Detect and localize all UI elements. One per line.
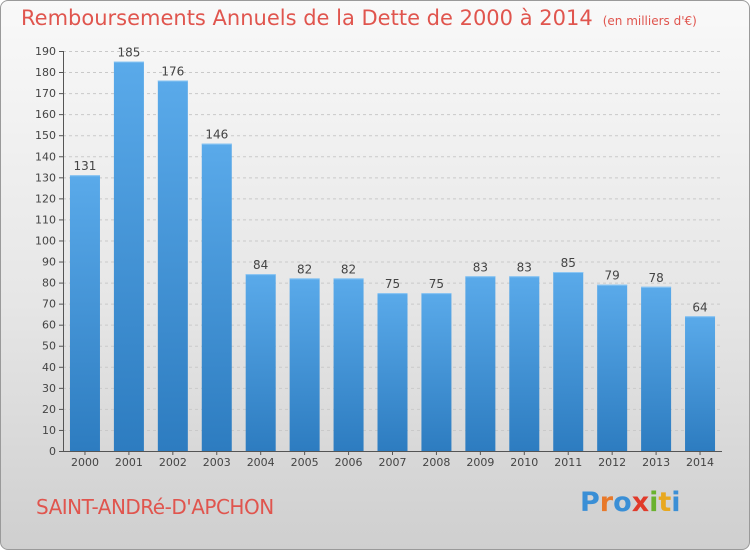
y-tick-label: 160 (35, 108, 56, 121)
y-tick-label: 60 (42, 319, 56, 332)
chart-title-unit: (en milliers d'€) (602, 14, 697, 28)
y-tick-label: 190 (35, 45, 56, 58)
x-tick-label: 2003 (203, 456, 231, 469)
x-tick-label: 2002 (159, 456, 187, 469)
bar-value-label: 185 (117, 46, 140, 60)
bar-2002 (157, 80, 188, 451)
bar-value-label: 82 (297, 262, 312, 276)
y-tick-label: 90 (42, 256, 56, 269)
y-tick-label: 150 (35, 129, 56, 142)
x-tick-label: 2013 (642, 456, 670, 469)
x-tick-label: 2004 (247, 456, 275, 469)
y-tick-label: 170 (35, 87, 56, 100)
logo-letter: o (613, 487, 632, 518)
y-tick-label: 0 (49, 445, 56, 458)
bar-value-label: 78 (648, 271, 663, 285)
y-tick-label: 20 (42, 403, 56, 416)
x-tick-label: 2011 (554, 456, 582, 469)
bar-value-label: 131 (74, 159, 97, 173)
y-tick-label: 50 (42, 340, 56, 353)
bar-value-label: 176 (161, 64, 184, 78)
bar-value-label: 75 (385, 277, 400, 291)
bar-value-label: 64 (692, 300, 707, 314)
x-tick-label: 2005 (291, 456, 319, 469)
bar-2012 (597, 284, 628, 451)
bar-2010 (509, 276, 540, 451)
y-tick-label: 120 (35, 192, 56, 205)
chart-title: Remboursements Annuels de la Dette de 20… (21, 6, 697, 30)
bar-2005 (289, 278, 320, 451)
bar-value-label: 79 (605, 269, 620, 283)
y-tick-label: 140 (35, 150, 56, 163)
bar-2006 (333, 278, 364, 451)
x-tick-label: 2001 (115, 456, 143, 469)
bar-value-label: 82 (341, 262, 356, 276)
bar-2004 (245, 274, 276, 451)
y-tick-label: 40 (42, 361, 56, 374)
y-tick-label: 110 (35, 213, 56, 226)
bar-2007 (377, 293, 408, 451)
chart-title-main: Remboursements Annuels de la Dette de 20… (21, 6, 593, 30)
bar-2003 (201, 143, 232, 451)
y-tick-label: 180 (35, 66, 56, 79)
x-tick-label: 2012 (598, 456, 626, 469)
y-tick-label: 130 (35, 171, 56, 184)
bar-value-label: 83 (473, 260, 488, 274)
x-tick-label: 2014 (686, 456, 714, 469)
x-tick-label: 2010 (510, 456, 538, 469)
bar-2000 (69, 175, 100, 452)
bar-2001 (113, 61, 144, 452)
logo-letter: x (631, 487, 650, 518)
x-tick-label: 2007 (379, 456, 407, 469)
y-tick-label: 10 (42, 424, 56, 437)
bar-value-label: 146 (205, 128, 228, 142)
bar-2011 (553, 272, 584, 451)
bar-2013 (641, 286, 672, 451)
logo-letter: i (671, 487, 681, 518)
logo-letter: P (580, 487, 600, 518)
bar-2009 (465, 276, 496, 451)
logo-letter: t (658, 487, 672, 518)
logo-letter: i (649, 487, 659, 518)
y-tick-label: 70 (42, 298, 56, 311)
bar-value-label: 75 (429, 277, 444, 291)
commune-name: SAINT-ANDRé-D'APCHON (36, 495, 274, 519)
bar-value-label: 85 (561, 256, 576, 270)
bar-2008 (421, 293, 452, 451)
x-tick-label: 2006 (335, 456, 363, 469)
y-tick-label: 30 (42, 382, 56, 395)
proxiti-logo[interactable]: Proxiti (580, 487, 681, 518)
x-tick-label: 2009 (466, 456, 494, 469)
y-tick-label: 80 (42, 277, 56, 290)
x-tick-label: 2000 (71, 456, 99, 469)
bar-value-label: 83 (517, 260, 532, 274)
y-tick-label: 100 (35, 234, 56, 247)
bar-2014 (685, 316, 716, 451)
logo-letter: r (599, 487, 614, 518)
x-tick-label: 2008 (422, 456, 450, 469)
bar-value-label: 84 (253, 258, 268, 272)
